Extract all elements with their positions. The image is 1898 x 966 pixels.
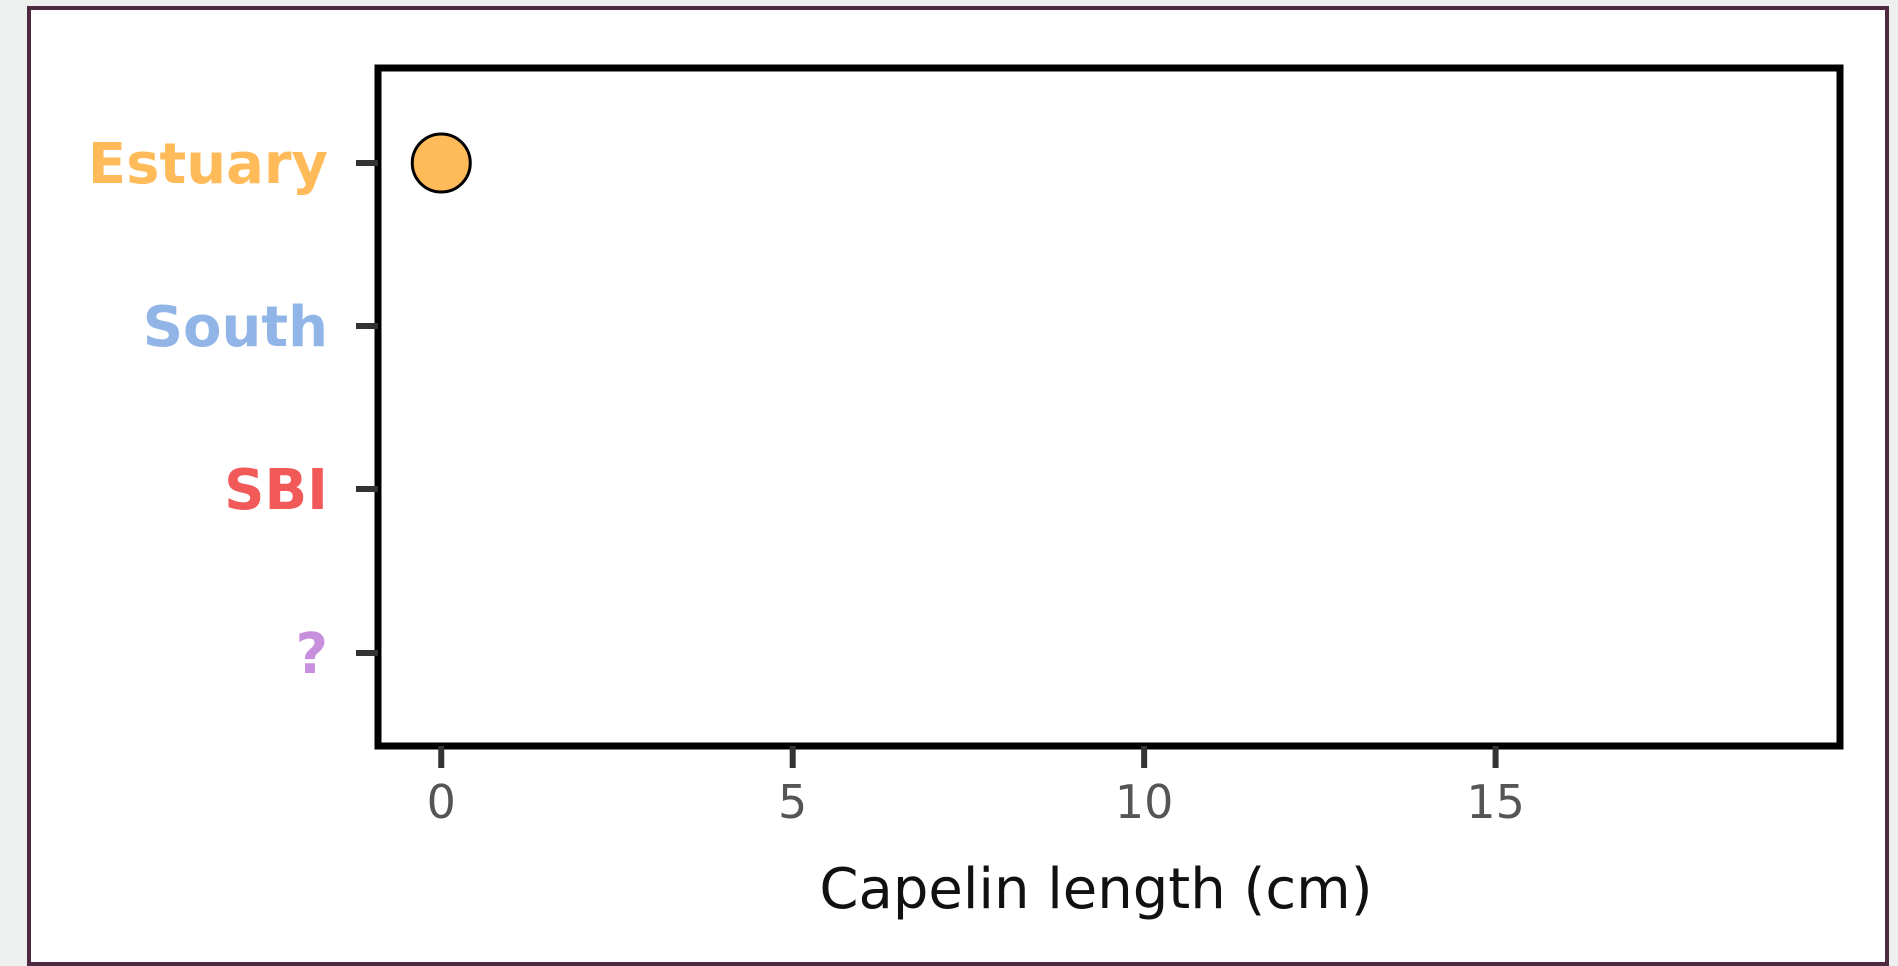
y-tick-label: Estuary (88, 132, 328, 197)
y-tick-label: South (143, 295, 328, 360)
y-axis-labels: Estuary South SBI? (88, 132, 328, 687)
x-axis (438, 746, 1499, 768)
data-points (410, 132, 472, 194)
y-tick-label: SBI (224, 458, 328, 523)
y-tick-label: ? (296, 622, 328, 687)
x-tick-label: 15 (1466, 775, 1525, 829)
plot-panel (374, 64, 1844, 750)
x-tick-label: 5 (778, 775, 807, 829)
y-axis (356, 160, 378, 656)
data-point (410, 132, 472, 194)
x-tick-label: 0 (427, 775, 456, 829)
x-axis-labels: 0 5 10 15 (427, 775, 1525, 829)
x-tick-label: 10 (1115, 775, 1174, 829)
x-axis-title: Capelin length (cm) (819, 857, 1372, 922)
